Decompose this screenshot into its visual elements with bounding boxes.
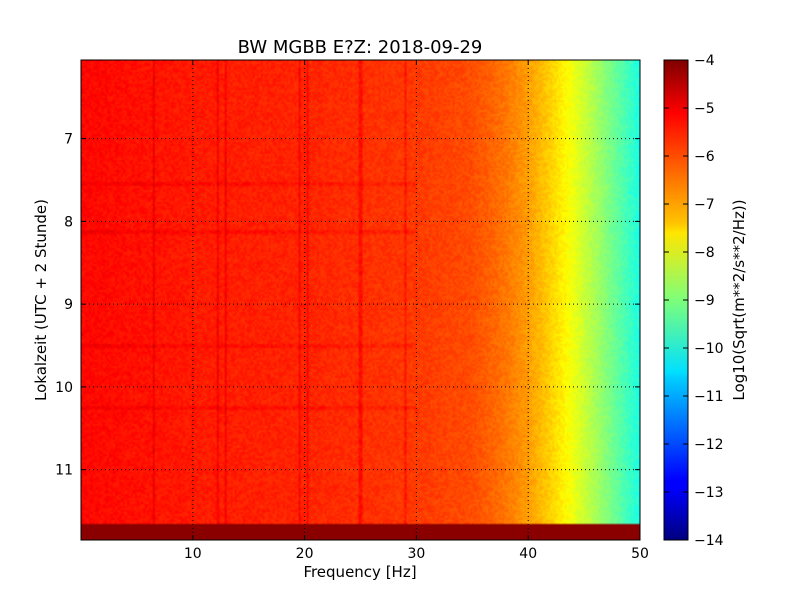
grid-lines bbox=[81, 60, 640, 540]
colorbar-tick-label: −9 bbox=[694, 293, 715, 309]
colorbar-tick-label: −5 bbox=[694, 101, 715, 117]
chart-title: BW MGBB E?Z: 2018-09-29 bbox=[238, 37, 483, 58]
y-tick-label: 9 bbox=[64, 297, 73, 313]
colorbar-tick-label: −8 bbox=[694, 245, 715, 261]
colorbar-tick-label: −11 bbox=[694, 389, 724, 405]
y-tick-label: 7 bbox=[64, 132, 73, 148]
colorbar-tick-label: −4 bbox=[694, 53, 715, 69]
x-tick-label: 10 bbox=[184, 546, 202, 562]
x-tick-label: 40 bbox=[519, 546, 537, 562]
x-tick-label: 50 bbox=[631, 546, 649, 562]
y-axis-ticks: 7 8 9 10 11 bbox=[55, 132, 640, 479]
x-tick-label: 20 bbox=[296, 546, 314, 562]
plot-area bbox=[81, 60, 640, 540]
colorbar-tick-label: −12 bbox=[694, 437, 724, 453]
y-tick-label: 11 bbox=[55, 463, 73, 479]
plot-frame bbox=[80, 59, 641, 541]
colorbar-ticks: −4 −5 −6 −7 −8 −9 −10 −11 −12 −13 −14 bbox=[664, 53, 724, 549]
colorbar-label: Log10(Sqrt(m**2/s**2/Hz)) bbox=[730, 199, 748, 400]
x-tick-label: 30 bbox=[407, 546, 425, 562]
x-axis-ticks: 10 20 30 40 50 bbox=[184, 60, 649, 562]
colorbar-tick-label: −14 bbox=[694, 533, 724, 549]
y-tick-label: 8 bbox=[64, 214, 73, 230]
y-tick-label: 10 bbox=[55, 380, 73, 396]
x-axis-label: Frequency [Hz] bbox=[303, 563, 416, 581]
colorbar-tick-label: −7 bbox=[694, 197, 715, 213]
spectrogram-heatmap bbox=[81, 60, 640, 540]
colorbar: −4 −5 −6 −7 −8 −9 −10 −11 −12 −13 −14 Log10(Sqrt(m… bbox=[663, 53, 748, 549]
y-axis-label: Lokalzeit (UTC + 2 Stunde) bbox=[32, 199, 50, 401]
colorbar-tick-label: −13 bbox=[694, 485, 724, 501]
colorbar-tick-label: −6 bbox=[694, 149, 715, 165]
colorbar-tick-label: −10 bbox=[694, 341, 724, 357]
